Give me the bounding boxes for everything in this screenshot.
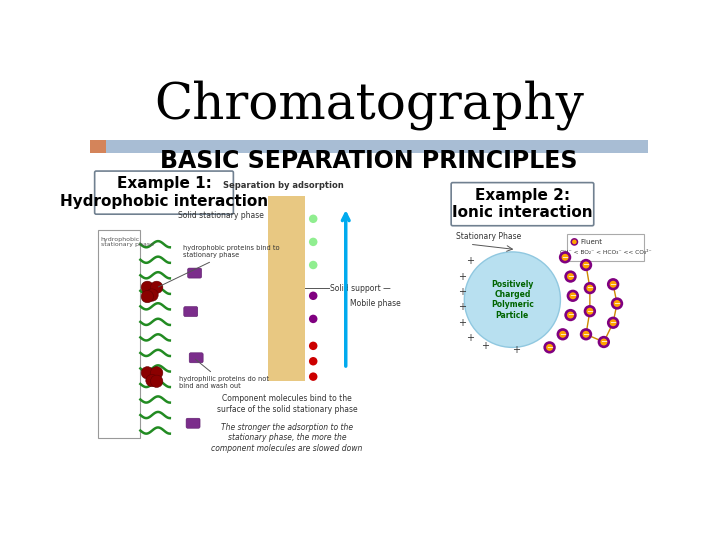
Circle shape [141,291,153,303]
Circle shape [309,342,318,350]
Text: −: − [600,338,608,347]
FancyBboxPatch shape [184,307,198,316]
Text: Positively
Charged
Polymeric
Particle: Positively Charged Polymeric Particle [491,280,534,320]
Text: −: − [567,310,574,320]
Circle shape [582,261,590,268]
Circle shape [570,292,576,299]
Circle shape [464,252,560,347]
Circle shape [572,240,577,244]
Text: Mobile phase: Mobile phase [350,299,400,308]
Text: Solid support —: Solid support — [330,284,391,293]
Circle shape [150,281,163,294]
Circle shape [598,336,610,348]
Text: −: − [562,253,569,262]
Text: +: + [512,345,521,355]
Bar [90,140,106,153]
Circle shape [145,289,158,301]
Circle shape [559,251,571,264]
Circle shape [559,331,566,338]
Circle shape [567,289,579,302]
Text: −: − [586,307,593,316]
Text: +: + [466,256,474,266]
Circle shape [586,308,593,315]
Circle shape [610,319,616,326]
Text: −: − [586,284,593,293]
Circle shape [562,254,569,261]
Text: −: − [570,291,576,300]
Text: +: + [458,318,466,328]
Circle shape [546,344,553,351]
Circle shape [557,328,569,340]
Circle shape [570,238,578,246]
Circle shape [141,281,153,294]
FancyBboxPatch shape [189,353,203,363]
Circle shape [564,271,577,283]
Text: CH⁻ < BO₂⁻ < HCO₃⁻ << CO₃²⁻: CH⁻ < BO₂⁻ < HCO₃⁻ << CO₃²⁻ [559,250,651,255]
Text: Fluent: Fluent [580,239,603,245]
Text: Solid stationary phase: Solid stationary phase [179,211,264,220]
Text: −: − [567,272,574,281]
Circle shape [567,312,574,319]
Circle shape [309,214,318,223]
Text: The stronger the adsorption to the
stationary phase, the more the
component mole: The stronger the adsorption to the stati… [211,423,363,453]
Circle shape [309,357,318,366]
Text: Component molecules bind to the
surface of the solid stationary phase: Component molecules bind to the surface … [217,394,357,414]
Circle shape [141,367,153,379]
Circle shape [580,328,593,340]
Circle shape [309,261,318,269]
Circle shape [613,300,621,307]
Text: Chromatography: Chromatography [154,80,584,130]
Circle shape [584,305,596,318]
FancyBboxPatch shape [186,418,200,428]
Text: −: − [613,299,621,308]
Text: −: − [559,330,566,339]
Circle shape [309,373,318,381]
FancyBboxPatch shape [188,268,202,278]
Text: Example 2:
Ionic interaction: Example 2: Ionic interaction [452,188,593,220]
Text: hydrophilic proteins do not
bind and wash out: hydrophilic proteins do not bind and was… [179,359,269,389]
Text: Stationary Phase: Stationary Phase [456,232,522,241]
Circle shape [610,281,616,288]
Circle shape [582,331,590,338]
Circle shape [611,298,624,309]
Circle shape [564,309,577,321]
Bar [269,195,305,381]
Circle shape [544,341,556,354]
Bar [98,231,140,438]
Text: BASIC SEPARATION PRINCIPLES: BASIC SEPARATION PRINCIPLES [161,149,577,173]
Circle shape [145,374,158,387]
Circle shape [309,292,318,300]
Text: +: + [458,302,466,312]
Circle shape [584,282,596,294]
Text: +: + [458,287,466,297]
Text: +: + [458,272,466,281]
Circle shape [607,316,619,329]
FancyBboxPatch shape [94,171,233,214]
Text: +: + [481,341,490,351]
Text: +: + [466,333,474,343]
Text: −: − [546,343,553,352]
Circle shape [309,315,318,323]
Text: −: − [610,280,616,289]
Circle shape [567,273,574,280]
Text: −: − [582,330,590,339]
Text: Separation by adsorption: Separation by adsorption [222,180,343,190]
Text: −: − [582,260,590,269]
Circle shape [309,238,318,246]
Text: −: − [610,318,616,327]
Bar [106,140,648,153]
Circle shape [150,367,163,379]
Text: Example 1:
Hydrophobic interaction: Example 1: Hydrophobic interaction [60,177,268,209]
Text: hydrophobic
stationary phase: hydrophobic stationary phase [101,237,154,247]
Circle shape [600,339,607,346]
Circle shape [607,278,619,291]
Bar [567,234,644,261]
Text: hydrophobic proteins bind to
stationary phase: hydrophobic proteins bind to stationary … [158,245,279,287]
FancyBboxPatch shape [451,183,594,226]
Circle shape [150,375,163,387]
Circle shape [580,259,593,271]
Circle shape [586,285,593,292]
